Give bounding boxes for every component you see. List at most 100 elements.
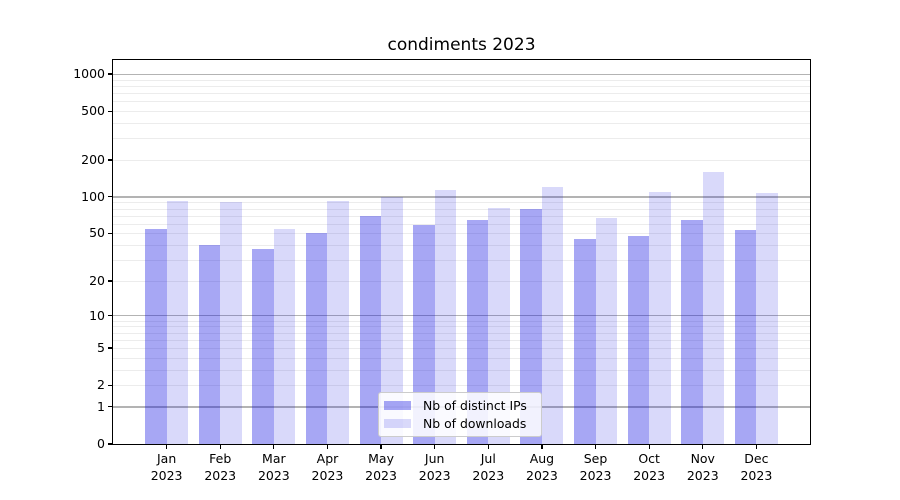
bar-downloads-sep-2023 (595, 218, 617, 444)
gridline-minor-40 (113, 245, 810, 247)
x-tick-year: 2023 (633, 468, 666, 483)
gridline-minor-600 (113, 101, 810, 103)
x-tick-month: Apr (316, 451, 339, 466)
y-tickmark-1000 (107, 73, 112, 75)
bar-distinct-ips-jun-2023 (413, 224, 435, 444)
axis-spine-top (112, 58, 811, 60)
x-tick-year: 2023 (204, 468, 237, 483)
x-tickmark-aug (541, 445, 543, 450)
x-tickmark-jun (434, 445, 436, 450)
bar-downloads-jun-2023 (434, 190, 457, 444)
x-tick-year: 2023 (418, 468, 451, 483)
gridline-minor-90 (113, 202, 810, 204)
x-tickmark-oct (648, 445, 650, 450)
bar-downloads-apr-2023 (327, 201, 349, 444)
gridline-major-100 (113, 196, 810, 198)
x-tickmark-mar (273, 445, 275, 450)
gridline-minor-200 (113, 160, 810, 161)
y-tickmark-50 (107, 232, 112, 235)
gridline-minor-900 (113, 79, 810, 81)
bar-distinct-ips-sep-2023 (574, 238, 596, 444)
x-tick-month: Jan (156, 451, 177, 466)
x-tickmark-sep (594, 445, 597, 450)
axis-spine-left (111, 58, 113, 446)
gridline-minor-6 (113, 339, 810, 341)
x-tick-year: 2023 (579, 468, 612, 483)
x-tick-year: 2023 (686, 468, 719, 483)
x-tick-month: Jul (480, 451, 496, 466)
x-tick-month: Dec (744, 451, 769, 466)
y-tickmark-1 (107, 406, 112, 408)
chart-title: condiments 2023 (387, 35, 536, 55)
bar-distinct-ips-may-2023 (359, 216, 382, 444)
gridline-major-1000 (113, 73, 810, 75)
x-tickmark-jul (487, 445, 489, 450)
x-tick-label-aug: Aug 2023 (514, 450, 570, 484)
gridline-minor-800 (113, 85, 810, 87)
x-tickmark-nov (702, 445, 704, 450)
x-tick-label-apr: Apr 2023 (299, 450, 355, 484)
legend-item-distinct-ips: Nb of distinct IPs (384, 398, 535, 413)
y-tick-label-1000: 1000 (73, 66, 105, 82)
y-tick-label-500: 500 (81, 103, 105, 119)
y-tick-label-1: 1 (97, 398, 105, 414)
x-tick-year: 2023 (365, 468, 397, 483)
bar-distinct-ips-aug-2023 (520, 209, 542, 444)
x-tick-label-jan: Jan 2023 (139, 450, 195, 484)
axis-spine-bottom (112, 444, 811, 446)
x-tick-label-jul: Jul 2023 (460, 450, 516, 484)
bar-distinct-ips-apr-2023 (306, 233, 328, 444)
bar-distinct-ips-feb-2023 (198, 245, 221, 444)
y-tick-label-50: 50 (89, 225, 105, 241)
x-tick-year: 2023 (257, 468, 290, 483)
y-tick-label-100: 100 (81, 188, 105, 204)
x-tick-month: Sep (583, 451, 608, 466)
gridline-minor-60 (113, 223, 810, 225)
y-tick-label-200: 200 (81, 152, 105, 167)
y-tick-label-5: 5 (97, 340, 105, 356)
legend: Nb of distinct IPs Nb of downloads (378, 392, 542, 437)
x-tickmark-apr (326, 445, 329, 450)
legend-swatch-distinct-ips (384, 400, 411, 410)
x-tick-month: Mar (262, 451, 286, 466)
x-tick-month: Oct (638, 451, 660, 466)
x-tick-month: Nov (690, 451, 715, 466)
x-tick-year: 2023 (740, 468, 773, 483)
gridline-minor-500 (113, 111, 810, 113)
legend-label-distinct-ips: Nb of distinct IPs (423, 397, 527, 413)
axis-spine-right (810, 58, 812, 446)
gridline-minor-400 (113, 123, 810, 125)
gridline-major-10 (113, 315, 810, 317)
y-tickmark-0 (107, 443, 112, 445)
x-tick-year: 2023 (472, 468, 505, 483)
bar-distinct-ips-jul-2023 (466, 220, 489, 444)
x-tick-month: Jun (424, 451, 445, 466)
gridline-minor-2 (113, 385, 810, 387)
gridline-minor-80 (113, 208, 810, 210)
y-tickmark-200 (107, 159, 112, 161)
gridline-minor-3 (113, 369, 810, 371)
bar-distinct-ips-dec-2023 (734, 230, 757, 444)
x-tickmark-jan (166, 445, 168, 450)
y-tickmark-2 (107, 384, 112, 386)
y-tickmark-500 (107, 110, 112, 112)
bar-downloads-aug-2023 (541, 187, 564, 444)
y-tick-label-10: 10 (89, 307, 105, 323)
x-tick-label-jun: Jun 2023 (407, 450, 463, 484)
x-tickmark-dec (755, 445, 757, 450)
bar-downloads-jul-2023 (488, 208, 510, 444)
x-tick-month: May (368, 451, 394, 466)
y-tickmark-5 (107, 347, 112, 349)
y-tick-label-0: 0 (97, 436, 105, 451)
y-tickmark-100 (107, 196, 112, 198)
legend-item-downloads: Nb of downloads (384, 416, 535, 431)
y-tick-label-2: 2 (97, 377, 105, 393)
bar-downloads-oct-2023 (649, 191, 671, 444)
legend-label-downloads: Nb of downloads (423, 416, 527, 432)
bar-downloads-jan-2023 (166, 201, 189, 444)
x-tick-label-may: May 2023 (353, 450, 409, 484)
bar-downloads-may-2023 (381, 196, 403, 444)
gridline-minor-7 (113, 332, 810, 334)
y-tick-label-20: 20 (89, 272, 105, 288)
